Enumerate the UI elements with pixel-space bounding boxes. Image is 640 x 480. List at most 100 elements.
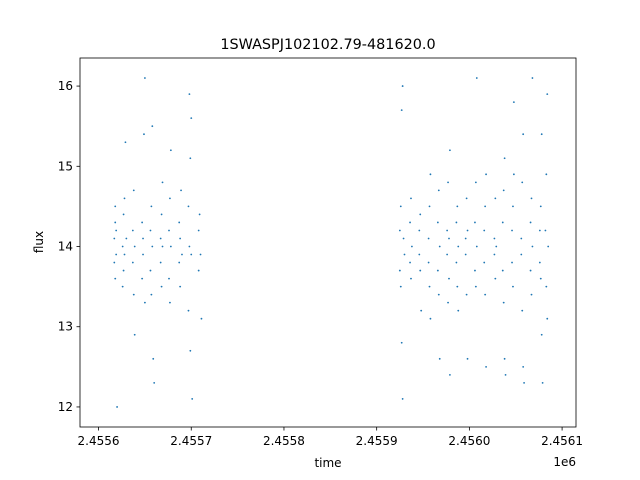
data-point xyxy=(131,261,134,264)
data-point xyxy=(511,261,513,264)
data-point xyxy=(150,293,153,296)
data-point xyxy=(438,245,441,248)
data-point xyxy=(169,149,172,152)
plot-frame xyxy=(79,57,577,428)
data-point xyxy=(474,269,476,272)
data-point xyxy=(152,357,155,360)
data-point xyxy=(151,245,154,248)
data-point xyxy=(538,229,541,232)
data-point xyxy=(168,229,170,232)
data-point xyxy=(160,285,163,288)
x-axis-offset-label: 1e6 xyxy=(553,455,576,469)
data-point xyxy=(179,285,182,288)
data-point xyxy=(493,253,496,256)
data-point xyxy=(446,253,449,256)
data-point xyxy=(546,317,549,320)
data-point xyxy=(485,365,487,368)
data-point xyxy=(457,309,460,312)
data-point xyxy=(465,197,468,200)
data-point xyxy=(545,173,548,176)
data-point xyxy=(403,253,406,256)
data-point xyxy=(503,157,506,160)
data-point xyxy=(409,261,411,264)
data-point xyxy=(483,229,486,232)
data-point xyxy=(449,149,451,152)
data-point xyxy=(446,229,449,232)
data-point xyxy=(169,245,172,248)
data-point xyxy=(512,285,514,288)
data-point xyxy=(483,261,486,264)
data-point xyxy=(160,213,163,216)
data-point xyxy=(529,269,532,272)
y-axis-ticks: 12 13 14 15 16 xyxy=(58,79,80,414)
data-point xyxy=(475,77,478,79)
data-point xyxy=(494,197,497,200)
data-point xyxy=(144,301,146,304)
data-point xyxy=(436,269,439,272)
data-point xyxy=(122,213,125,216)
data-point xyxy=(132,189,135,192)
y-axis-label: flux xyxy=(32,231,46,253)
data-point xyxy=(121,285,124,288)
data-point xyxy=(149,229,152,232)
data-point xyxy=(455,261,458,264)
data-point xyxy=(141,221,144,224)
data-point xyxy=(188,245,191,248)
data-point xyxy=(540,133,543,136)
data-point xyxy=(168,277,170,280)
data-point xyxy=(464,253,467,256)
data-point xyxy=(398,229,401,232)
data-point xyxy=(190,117,193,120)
data-point xyxy=(449,373,451,376)
data-point xyxy=(437,293,440,296)
data-point xyxy=(419,213,422,216)
data-point xyxy=(133,245,136,248)
data-point xyxy=(159,237,162,240)
data-point xyxy=(180,189,182,192)
data-point xyxy=(484,205,487,208)
x-tick-label: 2.4557 xyxy=(170,434,212,448)
data-point xyxy=(427,261,430,264)
data-point xyxy=(189,349,192,352)
data-point xyxy=(436,221,439,224)
data-point xyxy=(123,197,126,200)
data-point xyxy=(457,245,460,248)
data-point xyxy=(187,205,190,208)
data-point xyxy=(199,253,202,256)
data-point xyxy=(410,197,412,200)
data-point xyxy=(522,365,525,368)
data-point xyxy=(409,221,411,224)
data-point xyxy=(520,237,523,240)
data-point xyxy=(521,181,524,184)
y-tick-label: 12 xyxy=(58,400,73,414)
data-point xyxy=(133,333,136,336)
data-point xyxy=(410,277,412,280)
data-point xyxy=(465,293,468,296)
data-point xyxy=(456,205,459,208)
data-point xyxy=(485,173,487,176)
data-point xyxy=(142,253,144,256)
data-point xyxy=(113,237,116,240)
data-point xyxy=(399,285,402,288)
data-point xyxy=(529,221,532,224)
data-point xyxy=(539,277,542,280)
data-point xyxy=(466,229,469,232)
data-point xyxy=(495,245,498,248)
data-point xyxy=(122,269,125,272)
data-point xyxy=(198,213,201,216)
data-point xyxy=(502,189,505,192)
data-point xyxy=(401,85,404,87)
data-point xyxy=(428,205,431,208)
data-point xyxy=(197,229,200,232)
data-point xyxy=(530,197,533,200)
data-point xyxy=(493,237,496,240)
data-point xyxy=(531,77,534,79)
data-point xyxy=(428,285,431,288)
data-point xyxy=(169,301,171,304)
data-point xyxy=(541,381,544,384)
data-point xyxy=(179,237,182,240)
data-point xyxy=(188,93,191,95)
data-point xyxy=(124,141,127,144)
data-point xyxy=(150,205,153,208)
